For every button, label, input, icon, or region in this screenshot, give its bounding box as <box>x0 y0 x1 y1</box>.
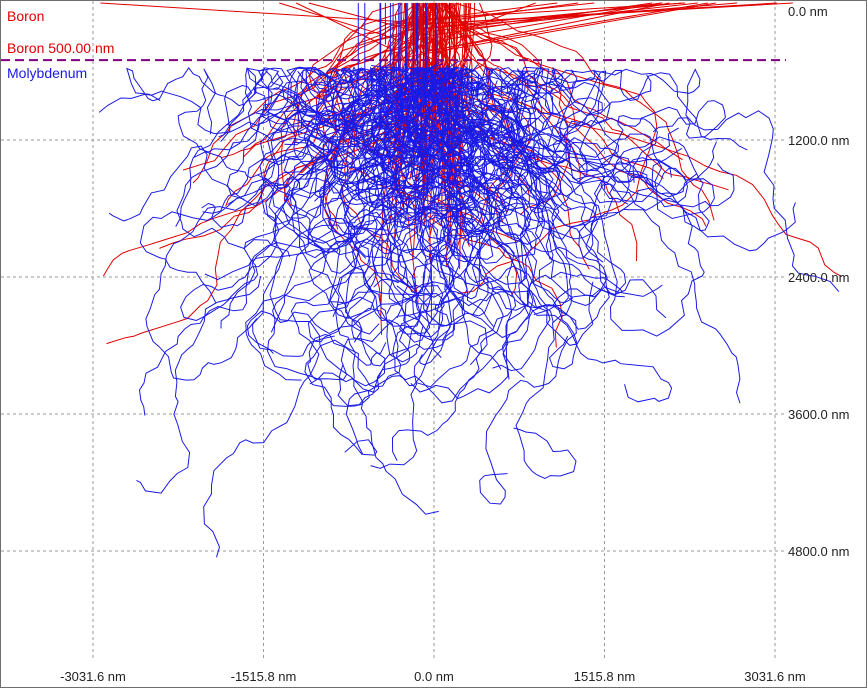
trajectories <box>98 2 843 558</box>
recoil-trajectory <box>145 126 387 381</box>
recoil-trajectory <box>460 150 627 378</box>
recoil-trajectory <box>419 60 537 366</box>
recoil-trajectory <box>408 120 741 404</box>
recoil-trajectory <box>495 124 715 228</box>
recoil-trajectory <box>269 107 455 393</box>
recoil-trajectory <box>321 69 463 203</box>
x-tick-label: -3031.6 nm <box>60 669 126 684</box>
recoil-trajectory <box>371 70 604 263</box>
recoil-trajectory <box>245 73 428 381</box>
x-tick-label: 1515.8 nm <box>574 669 635 684</box>
recoil-trajectory <box>464 64 717 187</box>
x-tick-label: 0.0 nm <box>414 669 454 684</box>
ion-trajectory <box>445 2 570 216</box>
y-axis-ticks: 0.0 nm 1200.0 nm 2400.0 nm 3600.0 nm 4800.0 … <box>788 4 849 559</box>
recoil-trajectory <box>218 66 356 198</box>
y-tick-label: 2400.0 nm <box>788 270 849 285</box>
recoil-trajectory <box>293 66 492 192</box>
recoil-trajectory <box>396 89 465 310</box>
recoil-trajectory <box>481 69 748 151</box>
recoil-trajectory <box>337 67 493 343</box>
layer-label-molybdenum: Molybdenum <box>7 65 87 81</box>
recoil-trajectory <box>265 89 382 407</box>
recoil-trajectory <box>399 119 554 335</box>
ion-trajectory <box>383 2 518 242</box>
recoil-trajectory <box>382 131 506 264</box>
recoil-trajectory <box>391 162 530 461</box>
recoil-trajectory <box>309 86 488 387</box>
recoil-trajectory <box>442 70 796 252</box>
recoil-trajectory <box>479 100 578 370</box>
recoil-trajectory <box>428 116 578 167</box>
y-tick-label: 4800.0 nm <box>788 544 849 559</box>
recoil-trajectory <box>452 67 840 293</box>
recoil-trajectory <box>377 80 534 339</box>
recoil-trajectory <box>260 68 475 202</box>
recoil-trajectory <box>522 153 689 307</box>
ion-trajectory <box>444 2 491 133</box>
ion-trajectory <box>342 2 422 294</box>
recoil-trajectory <box>126 67 483 140</box>
recoil-trajectory <box>108 137 455 222</box>
recoil-trajectory <box>136 131 401 494</box>
layer-labels: Boron Boron 500.00 nm Molybdenum <box>7 8 114 81</box>
x-tick-label: -1515.8 nm <box>231 669 297 684</box>
ion-trajectory <box>100 2 438 159</box>
y-tick-label: 3600.0 nm <box>788 407 849 422</box>
recoil-trajectory <box>425 91 594 346</box>
recoil-trajectory <box>226 67 385 200</box>
recoil-trajectory <box>344 161 488 456</box>
recoil-trajectory <box>180 106 344 322</box>
recoil-trajectory <box>267 80 385 201</box>
x-tick-label: 3031.6 nm <box>744 669 805 684</box>
recoil-trajectory <box>530 61 698 198</box>
ion-trajectory <box>421 2 530 204</box>
recoil-trajectory <box>447 97 705 337</box>
interface-label: Boron 500.00 nm <box>7 40 114 56</box>
recoil-trajectory <box>345 67 475 367</box>
recoil-trajectory <box>421 68 504 366</box>
recoil-trajectory <box>426 66 679 183</box>
recoil-trajectory <box>447 67 735 208</box>
recoil-trajectory <box>485 136 710 240</box>
recoil-trajectory <box>227 156 466 256</box>
recoil-trajectory <box>256 68 506 175</box>
recoil-trajectory <box>319 99 480 226</box>
recoil-trajectory <box>307 150 409 343</box>
recoil-trajectory <box>330 113 478 387</box>
recoil-trajectory <box>203 161 432 558</box>
recoil-trajectory <box>337 79 438 407</box>
recoil-trajectory <box>443 70 545 210</box>
recoil-trajectory <box>289 145 475 258</box>
recoil-trajectory <box>139 63 426 304</box>
recoil-trajectory <box>474 130 673 403</box>
y-tick-label: 0.0 nm <box>788 4 828 19</box>
recoil-trajectory <box>362 144 466 341</box>
recoil-trajectory <box>252 68 387 148</box>
layer-label-boron: Boron <box>7 8 44 24</box>
recoil-trajectory <box>369 69 448 151</box>
recoil-trajectory <box>394 127 444 215</box>
recoil-trajectory <box>402 66 470 159</box>
recoil-trajectory <box>98 66 419 135</box>
recoil-trajectory <box>362 66 449 222</box>
y-tick-label: 1200.0 nm <box>788 133 849 148</box>
ion-trajectory <box>416 2 843 278</box>
recoil-trajectory <box>329 68 400 115</box>
recoil-trajectory <box>497 100 588 184</box>
recoil-trajectory <box>291 146 442 515</box>
recoil-trajectory <box>512 69 603 150</box>
recoil-trajectory <box>220 84 394 194</box>
recoil-trajectory <box>327 112 380 335</box>
recoil-trajectory <box>202 136 462 214</box>
recoil-trajectory <box>431 156 551 372</box>
ion-trajectory <box>280 2 426 209</box>
x-axis-ticks: -3031.6 nm -1515.8 nm 0.0 nm 1515.8 nm 3031.… <box>60 669 806 684</box>
